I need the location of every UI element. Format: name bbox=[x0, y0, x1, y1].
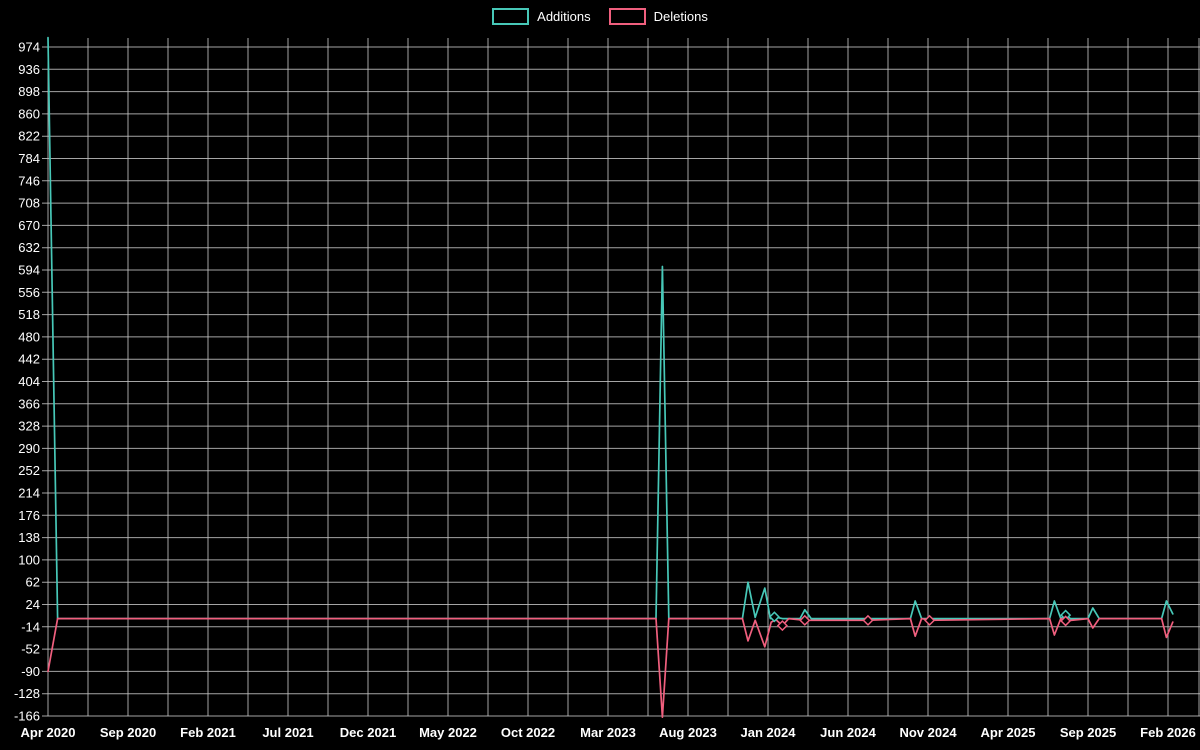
x-axis-tick-label: Jan 2024 bbox=[741, 725, 797, 740]
y-axis-tick-label: -128 bbox=[14, 686, 40, 701]
y-axis-tick-label: 480 bbox=[18, 329, 40, 344]
y-axis-tick-label: 784 bbox=[18, 151, 40, 166]
x-axis-tick-label: Aug 2023 bbox=[659, 725, 717, 740]
x-axis-tick-label: Sep 2025 bbox=[1060, 725, 1116, 740]
y-axis-tick-label: 404 bbox=[18, 374, 40, 389]
x-axis-tick-label: Jun 2024 bbox=[820, 725, 876, 740]
y-axis-tick-label: 594 bbox=[18, 263, 40, 278]
y-axis-tick-label: 366 bbox=[18, 396, 40, 411]
y-axis-tick-label: 100 bbox=[18, 552, 40, 567]
y-axis-tick-label: 860 bbox=[18, 106, 40, 121]
legend-label-additions: Additions bbox=[537, 9, 591, 24]
y-axis-tick-label: 176 bbox=[18, 508, 40, 523]
deletions-marker-diamond bbox=[924, 614, 936, 626]
x-axis-tick-label: Nov 2024 bbox=[899, 725, 957, 740]
y-axis-tick-label: 632 bbox=[18, 240, 40, 255]
y-axis-tick-label: -14 bbox=[21, 619, 40, 634]
y-axis-tick-label: 328 bbox=[18, 419, 40, 434]
additions-swatch-icon bbox=[492, 8, 530, 25]
y-axis-tick-label: 290 bbox=[18, 441, 40, 456]
x-axis-tick-label: Mar 2023 bbox=[580, 725, 636, 740]
y-axis-tick-label: 974 bbox=[18, 40, 40, 55]
y-axis-tick-label: 442 bbox=[18, 352, 40, 367]
deletions-marker-diamond bbox=[799, 614, 811, 626]
additions-line bbox=[47, 36, 1174, 620]
y-axis-tick-label: -52 bbox=[21, 642, 40, 657]
chart-legend: Additions Deletions bbox=[0, 8, 1200, 25]
y-axis-tick-label: 556 bbox=[18, 285, 40, 300]
y-axis-tick-label: 936 bbox=[18, 62, 40, 77]
y-axis-tick-label: 898 bbox=[18, 84, 40, 99]
y-axis-tick-label: -166 bbox=[14, 709, 40, 724]
deletions-swatch-icon bbox=[608, 8, 646, 25]
legend-item-additions[interactable]: Additions bbox=[492, 8, 591, 25]
legend-item-deletions[interactable]: Deletions bbox=[608, 8, 708, 25]
deletions-marker-diamond bbox=[862, 614, 874, 626]
y-axis-tick-label: 746 bbox=[18, 173, 40, 188]
x-axis-tick-label: May 2022 bbox=[419, 725, 477, 740]
y-axis-tick-label: 670 bbox=[18, 218, 40, 233]
y-axis-tick-label: 138 bbox=[18, 530, 40, 545]
x-axis-tick-label: Apr 2020 bbox=[21, 725, 76, 740]
x-axis-tick-label: Feb 2026 bbox=[1140, 725, 1196, 740]
y-axis-tick-label: -90 bbox=[21, 664, 40, 679]
legend-label-deletions: Deletions bbox=[653, 9, 708, 24]
x-axis-tick-label: Apr 2025 bbox=[981, 725, 1036, 740]
deletions-marker-diamond bbox=[1060, 615, 1072, 627]
y-axis-tick-label: 708 bbox=[18, 196, 40, 211]
y-axis-tick-label: 214 bbox=[18, 486, 40, 501]
x-axis-tick-label: Dec 2021 bbox=[340, 725, 396, 740]
deletions-line bbox=[47, 617, 1174, 719]
y-axis-tick-label: 252 bbox=[18, 463, 40, 478]
x-axis-tick-label: Sep 2020 bbox=[100, 725, 156, 740]
x-axis-tick-label: Feb 2021 bbox=[180, 725, 236, 740]
x-axis-tick-label: Oct 2022 bbox=[501, 725, 555, 740]
deletions-marker-diamond bbox=[776, 620, 788, 632]
y-axis-tick-label: 822 bbox=[18, 129, 40, 144]
x-axis-tick-label: Jul 2021 bbox=[262, 725, 313, 740]
y-axis-tick-label: 62 bbox=[26, 575, 40, 590]
y-axis-tick-label: 24 bbox=[26, 597, 40, 612]
y-axis-tick-label: 518 bbox=[18, 307, 40, 322]
additions-marker-diamond bbox=[768, 611, 780, 623]
